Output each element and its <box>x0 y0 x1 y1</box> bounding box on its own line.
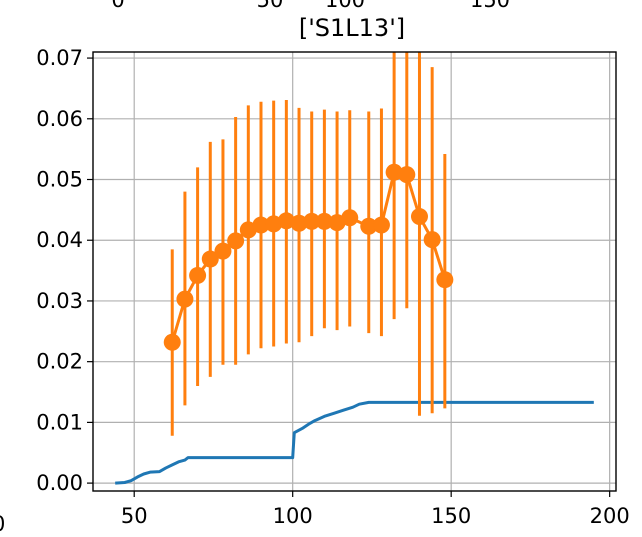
mean-point <box>398 166 416 184</box>
mean-point <box>423 231 441 249</box>
y-tick-label: 0.03 <box>36 289 83 313</box>
cumulative-series-line <box>115 400 594 485</box>
x-tick-label: 100 <box>273 504 313 528</box>
mean-point <box>372 216 390 234</box>
y-tick-label: 0.04 <box>36 228 83 252</box>
y-tick-label: 0.06 <box>36 107 83 131</box>
mean-point <box>252 216 270 234</box>
y-tick-label: 0.00 <box>36 471 83 495</box>
chart-title: ['S1L13'] <box>299 14 405 42</box>
mean-point <box>277 212 295 230</box>
y-tick-label: 0.07 <box>36 46 83 70</box>
top-partial-ticks: 0 50 100 150 <box>111 0 510 12</box>
mean-point <box>176 290 194 308</box>
top-partial-tick-label: 50 <box>257 0 284 12</box>
axes-frame <box>92 51 617 492</box>
axes: 50 100 150 200 0.00 0.01 0.02 0.03 0.04 0.05 0.06 0… <box>36 46 629 528</box>
mean-point <box>360 217 378 235</box>
mean-point <box>227 232 245 250</box>
x-tick-label: 150 <box>431 504 471 528</box>
plot-area <box>115 52 594 485</box>
mean-point <box>189 266 207 284</box>
mean-point <box>290 214 308 232</box>
mean-point <box>341 209 359 227</box>
grid <box>93 52 616 491</box>
mean-point <box>385 163 403 181</box>
y-tick-label: 0.05 <box>36 168 83 192</box>
y-tick-label: 0.01 <box>36 410 83 434</box>
plot-clip <box>115 52 594 485</box>
mean-point <box>315 212 333 230</box>
mean-point <box>303 212 321 230</box>
mean-point <box>214 242 232 260</box>
x-tick-label: 50 <box>121 504 148 528</box>
x-tick-label: 200 <box>590 504 630 528</box>
clipped-left-tick-label: 0 <box>0 512 5 536</box>
mean-point <box>410 208 428 226</box>
mean-point <box>201 250 219 268</box>
top-partial-tick-label: 0 <box>111 0 124 12</box>
top-partial-tick-label: 150 <box>470 0 510 12</box>
mean-point <box>265 215 283 233</box>
top-partial-tick-label: 100 <box>325 0 365 12</box>
mean-point <box>436 271 454 289</box>
mean-point <box>163 333 181 351</box>
y-tick-label: 0.02 <box>36 350 83 374</box>
